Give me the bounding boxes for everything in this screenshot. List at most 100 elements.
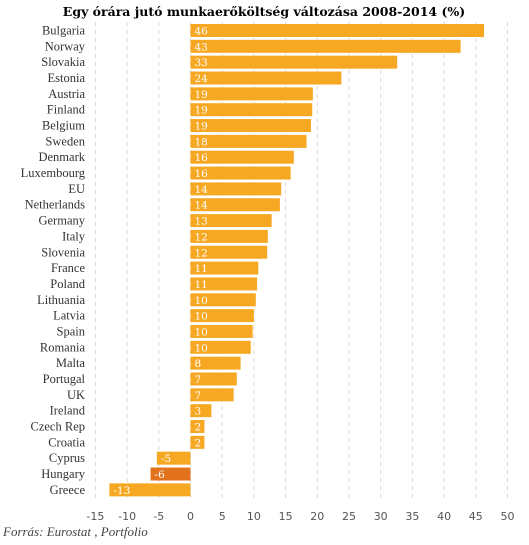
category-label: Poland <box>50 277 85 291</box>
data-label: 18 <box>195 136 208 148</box>
source-note: Forrás: Eurostat , Portfolio <box>2 524 148 539</box>
bar <box>190 324 253 338</box>
category-label: Luxembourg <box>21 166 86 180</box>
x-tick-label: 0 <box>187 510 194 523</box>
data-label: 19 <box>195 121 208 133</box>
x-tick-label: -15 <box>86 510 104 523</box>
category-label: Romania <box>40 340 86 354</box>
data-label: 43 <box>195 41 208 53</box>
data-label: 14 <box>195 200 209 212</box>
data-label: 24 <box>195 73 209 85</box>
bar <box>190 388 234 402</box>
category-label: Croatia <box>48 435 85 449</box>
category-label: Slovakia <box>41 55 85 69</box>
data-label: 11 <box>195 263 208 275</box>
data-label: -5 <box>161 453 171 465</box>
bar <box>190 340 251 354</box>
bar <box>190 309 254 323</box>
bar <box>190 150 294 164</box>
data-label: 12 <box>195 247 208 259</box>
category-label: Malta <box>56 356 86 370</box>
category-label: Cyprus <box>49 451 85 465</box>
bar <box>190 214 272 228</box>
category-label: Latvia <box>53 309 85 323</box>
bar <box>190 87 313 101</box>
category-label: Lithuania <box>37 293 85 307</box>
bar <box>156 451 191 465</box>
bar <box>190 103 313 117</box>
bar <box>190 134 307 148</box>
data-label: 33 <box>195 57 208 69</box>
category-label: Hungary <box>41 467 85 481</box>
category-label: Belgium <box>42 119 85 133</box>
category-label: Spain <box>57 324 86 338</box>
data-label: 10 <box>195 326 208 338</box>
x-tick-label: 10 <box>247 510 261 523</box>
x-tick-label: 30 <box>374 510 388 523</box>
category-label: Slovenia <box>41 245 85 259</box>
category-label: Greece <box>50 483 86 497</box>
data-label: 8 <box>195 358 202 370</box>
bar <box>190 293 256 307</box>
x-tick-label: 20 <box>310 510 324 523</box>
data-label: 12 <box>195 231 208 243</box>
x-tick-label: -5 <box>153 510 164 523</box>
data-label: 13 <box>195 216 208 228</box>
bar <box>190 277 258 291</box>
bars: 46 43 33 24 19 19 19 18 16 16 14 14 13 12 12 11 11 10 10 10… <box>109 24 485 497</box>
bar <box>190 435 205 449</box>
data-label: -6 <box>155 469 166 481</box>
bar <box>190 198 280 212</box>
category-label: Sweden <box>45 134 85 148</box>
data-label: 10 <box>195 311 208 323</box>
bar <box>190 71 342 85</box>
bar <box>150 467 191 481</box>
data-label: 7 <box>195 374 202 386</box>
category-label: EU <box>68 182 85 196</box>
data-label: 19 <box>195 105 208 117</box>
x-tick-label: 40 <box>437 510 451 523</box>
x-tick-label: 25 <box>342 510 356 523</box>
x-tick-label: 5 <box>219 510 226 523</box>
x-tick-label: 45 <box>469 510 483 523</box>
data-label: 2 <box>195 422 202 434</box>
category-label: Netherlands <box>25 198 86 212</box>
chart-title: Egy órára jutó munkaerőköltség változása… <box>63 4 465 19</box>
bar <box>190 356 241 370</box>
category-label: Ireland <box>50 404 86 418</box>
x-tick-label: 35 <box>405 510 419 523</box>
data-label: 14 <box>195 184 209 196</box>
bar <box>190 55 398 69</box>
category-label: Austria <box>48 87 85 101</box>
data-label: 3 <box>195 406 202 418</box>
category-label: France <box>51 261 85 275</box>
bar <box>109 483 191 497</box>
bar <box>190 245 268 259</box>
bar <box>190 404 212 418</box>
bar <box>190 261 259 275</box>
category-label: UK <box>67 388 85 402</box>
category-label: Germany <box>38 214 85 228</box>
bar <box>190 39 461 53</box>
data-label: 2 <box>195 437 202 449</box>
data-label: -13 <box>113 485 130 497</box>
category-label: Italy <box>62 229 86 243</box>
bar <box>190 119 311 133</box>
category-label: Czech Rep <box>31 420 86 434</box>
category-label: Bulgaria <box>42 24 85 38</box>
bar <box>190 24 485 37</box>
x-tick-label: -10 <box>118 510 136 523</box>
x-tick-label: 50 <box>501 510 515 523</box>
x-axis-ticks: -15 -10 -5 0 5 10 15 20 25 30 35 40 45 50 <box>86 510 514 523</box>
data-label: 10 <box>195 342 208 354</box>
x-tick-label: 15 <box>279 510 293 523</box>
data-label: 16 <box>195 168 209 180</box>
data-label: 11 <box>195 279 208 291</box>
bar <box>190 229 268 243</box>
data-label: 46 <box>195 26 209 38</box>
data-label: 19 <box>195 89 208 101</box>
bar <box>190 420 205 433</box>
category-label: Finland <box>47 103 86 117</box>
